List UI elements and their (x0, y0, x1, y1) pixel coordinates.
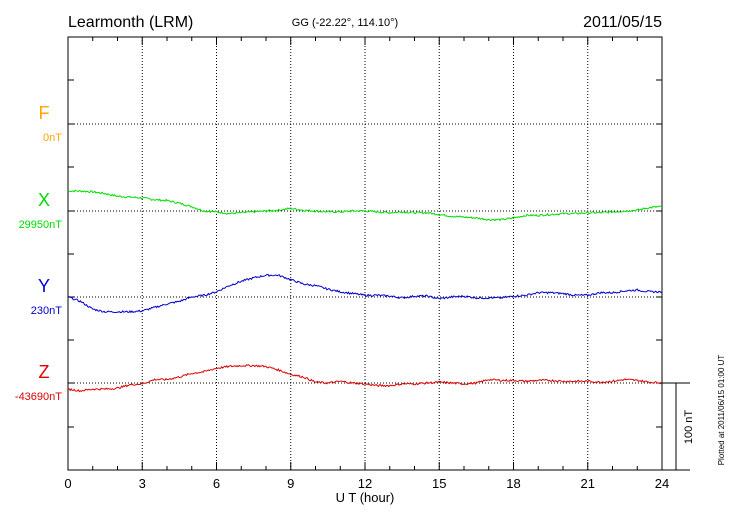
scale-bar-label: 100 nT (683, 410, 695, 445)
coordinates-label: GG (-22.22°, 114.10°) (292, 17, 398, 29)
x-tick-label: 3 (139, 476, 146, 491)
station-title: Learmonth (LRM) (68, 14, 193, 31)
series-labels: F 0nT X 29950nT Y 230nT Z -43690nT (15, 103, 62, 403)
series-baseline-Z: -43690nT (15, 391, 62, 403)
scale-bar: 100 nT (662, 382, 695, 471)
series-line-Z (67, 364, 663, 393)
grid-lines (68, 37, 662, 470)
series-name-X: X (38, 190, 50, 210)
series-baseline-X: 29950nT (19, 219, 63, 231)
x-tick-labels: 0 3 6 9 12 15 18 21 24 (64, 476, 669, 491)
x-axis-label: U T (hour) (336, 490, 395, 505)
plotted-note: Plotted at 2011/06/15 01:00 UT (717, 355, 726, 466)
x-tick-label: 18 (506, 476, 520, 491)
x-tick-label: 15 (432, 476, 446, 491)
date-label: 2011/05/15 (583, 14, 662, 31)
x-tick-label: 21 (581, 476, 595, 491)
series-baseline-F: 0nT (43, 132, 62, 144)
x-tick-label: 24 (655, 476, 669, 491)
series-name-Y: Y (38, 276, 50, 296)
series-lines (67, 189, 663, 393)
x-tick-label: 9 (287, 476, 294, 491)
x-tick-label: 0 (64, 476, 71, 491)
series-name-Z: Z (39, 362, 50, 382)
x-tick-label: 6 (213, 476, 220, 491)
series-baseline-Y: 230nT (31, 305, 62, 317)
series-name-F: F (39, 103, 50, 123)
x-tick-label: 12 (358, 476, 372, 491)
series-line-Y (67, 273, 663, 314)
series-line-X (67, 189, 663, 222)
axis-ticks (67, 37, 663, 470)
